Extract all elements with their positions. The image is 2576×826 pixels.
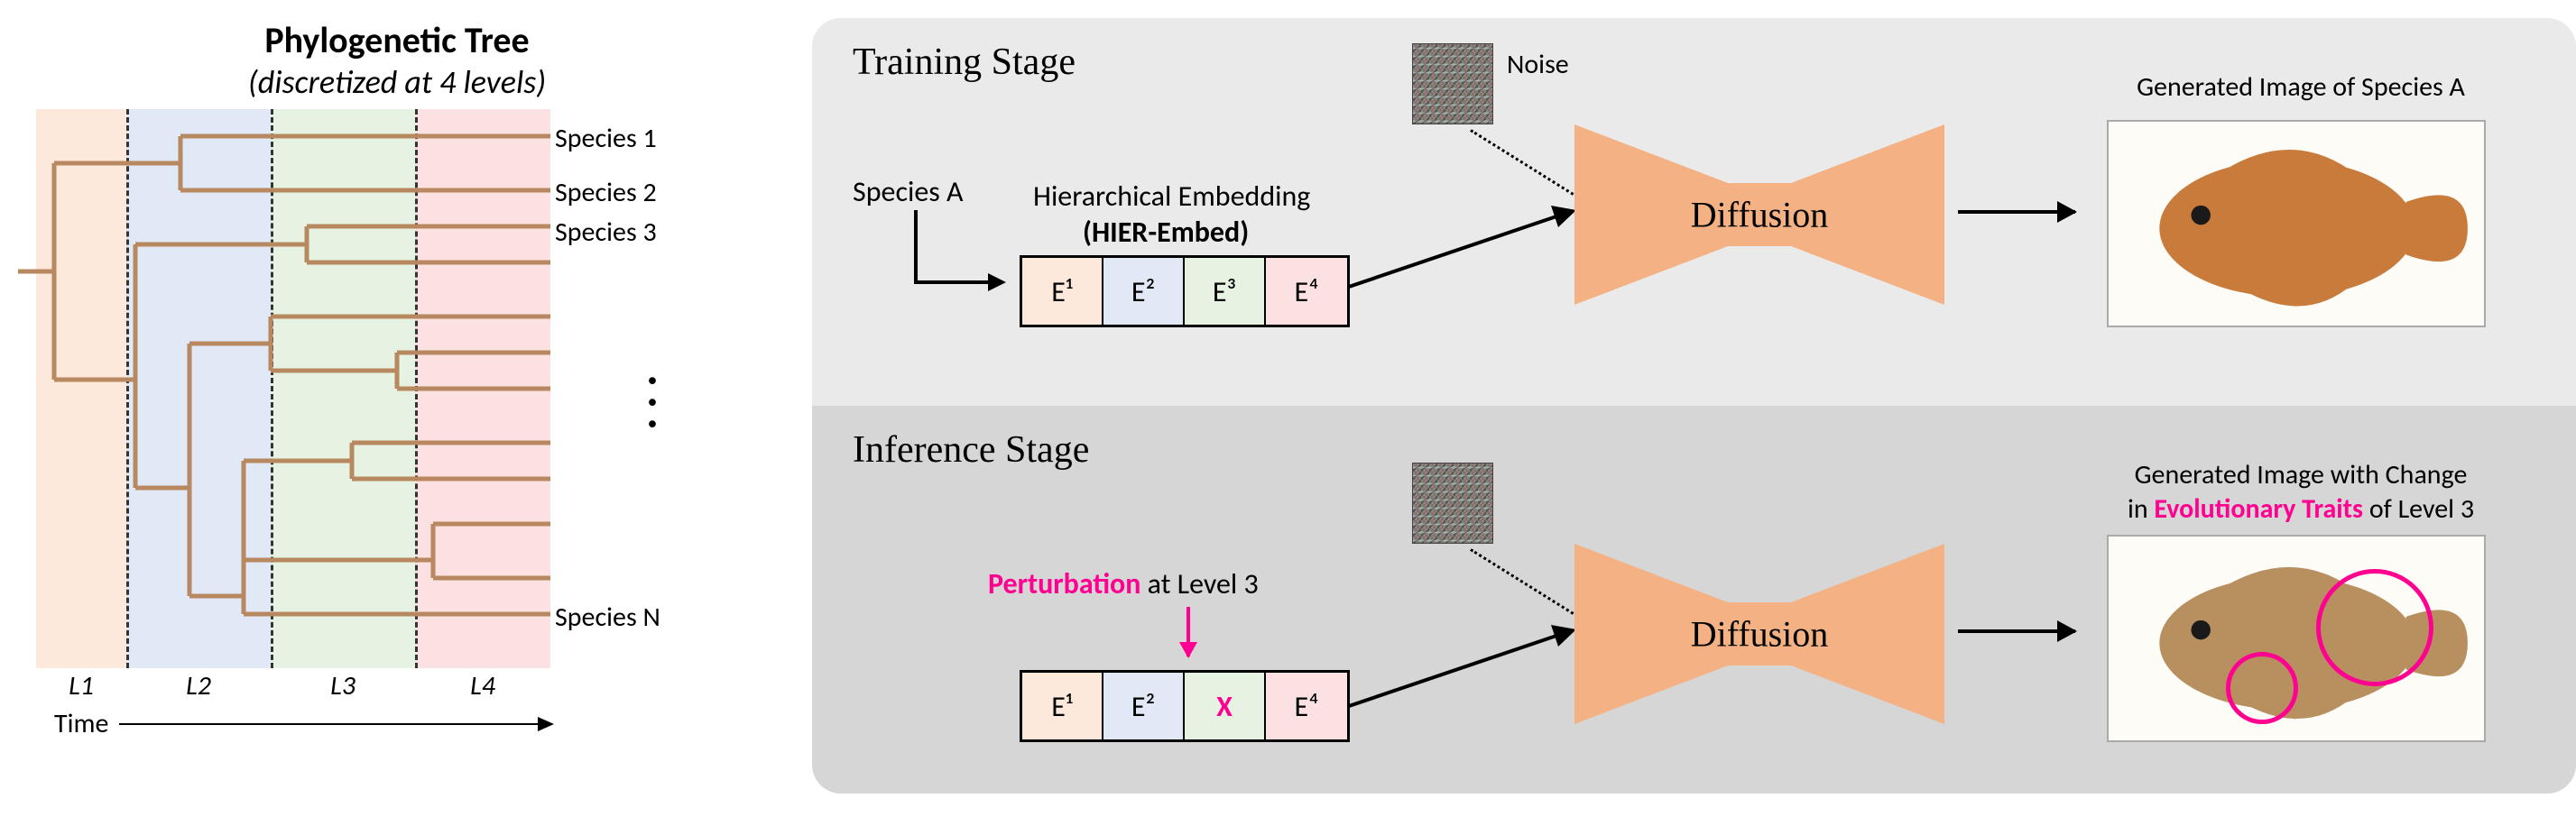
stages-panel: Training Stage Species A Hierarchical Em… xyxy=(812,18,2576,794)
fish-icon xyxy=(2118,127,2474,321)
inf-caption-2a: in xyxy=(2128,492,2154,526)
embed-cell-E2-inf: E² xyxy=(1103,673,1185,739)
phylo-subtitle: (discretized at 4 levels) xyxy=(18,62,776,102)
training-output-caption: Generated Image of Species A xyxy=(2102,70,2499,105)
vertical-dots: ··· xyxy=(645,371,660,436)
embed-cell-E4: E⁴ xyxy=(1266,258,1347,325)
phylo-tree-panel: Phylogenetic Tree (discretized at 4 leve… xyxy=(18,18,776,722)
species-label-1: Species 1 xyxy=(555,122,657,155)
hier-embed-line2: (HIER-Embed) xyxy=(1083,215,1249,250)
diffusion-to-output-arrow-inf xyxy=(1958,629,2075,633)
level-label-L2: L2 xyxy=(126,669,271,702)
tree-svg xyxy=(18,109,555,650)
tree-area: L1 L2 L3 L4 Species 1 Species 2 Species … xyxy=(18,109,776,722)
training-body: Species A Hierarchical Embedding (HIER-E… xyxy=(853,93,2535,381)
inference-body: Perturbation at Level 3 E¹ E² X E⁴ xyxy=(853,481,2535,769)
time-arrow-shaft xyxy=(119,723,552,725)
training-embed-row: E¹ E² E³ E⁴ xyxy=(1020,255,1350,327)
figure-root: Phylogenetic Tree (discretized at 4 leve… xyxy=(18,18,2558,794)
hier-embed-line1: Hierarchical Embedding xyxy=(1033,179,1310,214)
level-label-L1: L1 xyxy=(36,669,126,702)
trait-circle-2 xyxy=(2226,652,2298,724)
embed-cell-E1-inf: E¹ xyxy=(1022,673,1103,739)
training-stage: Training Stage Species A Hierarchical Em… xyxy=(812,18,2576,406)
perturbation-label: Perturbation at Level 3 xyxy=(988,566,1259,601)
embed-to-diffusion-arrow-inf xyxy=(1349,616,1583,724)
inf-caption-2b: Evolutionary Traits xyxy=(2154,492,2363,526)
fish-inference xyxy=(2107,535,2486,742)
perturbation-word: Perturbation xyxy=(988,566,1140,601)
embed-to-diffusion-arrow xyxy=(1349,197,1583,305)
noise-patch xyxy=(1412,43,1493,124)
level-label-L4: L4 xyxy=(415,669,550,702)
trait-circle-1 xyxy=(2316,569,2433,686)
time-arrow: Time xyxy=(54,707,552,740)
noise-label: Noise xyxy=(1507,48,1569,81)
inference-embed-row: E¹ E² X E⁴ xyxy=(1020,670,1350,742)
diffusion-label-inference: Diffusion xyxy=(1691,613,1829,656)
perturbation-arrow xyxy=(1186,607,1190,656)
diffusion-to-output-arrow xyxy=(1958,210,2075,214)
species-a-arrow xyxy=(907,210,1015,318)
species-label-N: Species N xyxy=(555,601,660,634)
embed-cell-E2: E² xyxy=(1103,258,1185,325)
inference-stage: Inference Stage Perturbation at Level 3 … xyxy=(812,406,2576,794)
inf-caption-line1: Generated Image with Change xyxy=(2135,458,2468,491)
phylo-title: Phylogenetic Tree xyxy=(18,18,776,62)
inf-caption-2c: of Level 3 xyxy=(2363,492,2474,526)
time-label: Time xyxy=(54,707,108,740)
embed-cell-E1: E¹ xyxy=(1022,258,1103,325)
inference-output-caption: Generated Image with Change in Evolution… xyxy=(2089,458,2513,526)
level-label-L3: L3 xyxy=(271,669,415,702)
embed-cell-E4-inf: E⁴ xyxy=(1266,673,1347,739)
species-label-2: Species 2 xyxy=(555,176,657,209)
fish-training xyxy=(2107,120,2486,327)
embed-cell-X-inf: X xyxy=(1185,673,1266,739)
diffusion-block-training: Diffusion xyxy=(1574,124,1944,305)
species-label-3: Species 3 xyxy=(555,216,657,249)
diffusion-label-training: Diffusion xyxy=(1691,194,1829,236)
diffusion-block-inference: Diffusion xyxy=(1574,544,1944,724)
embed-cell-E3: E³ xyxy=(1185,258,1266,325)
species-a-label: Species A xyxy=(853,174,964,209)
perturbation-suffix: at Level 3 xyxy=(1140,566,1258,601)
noise-patch-inf xyxy=(1412,463,1493,544)
